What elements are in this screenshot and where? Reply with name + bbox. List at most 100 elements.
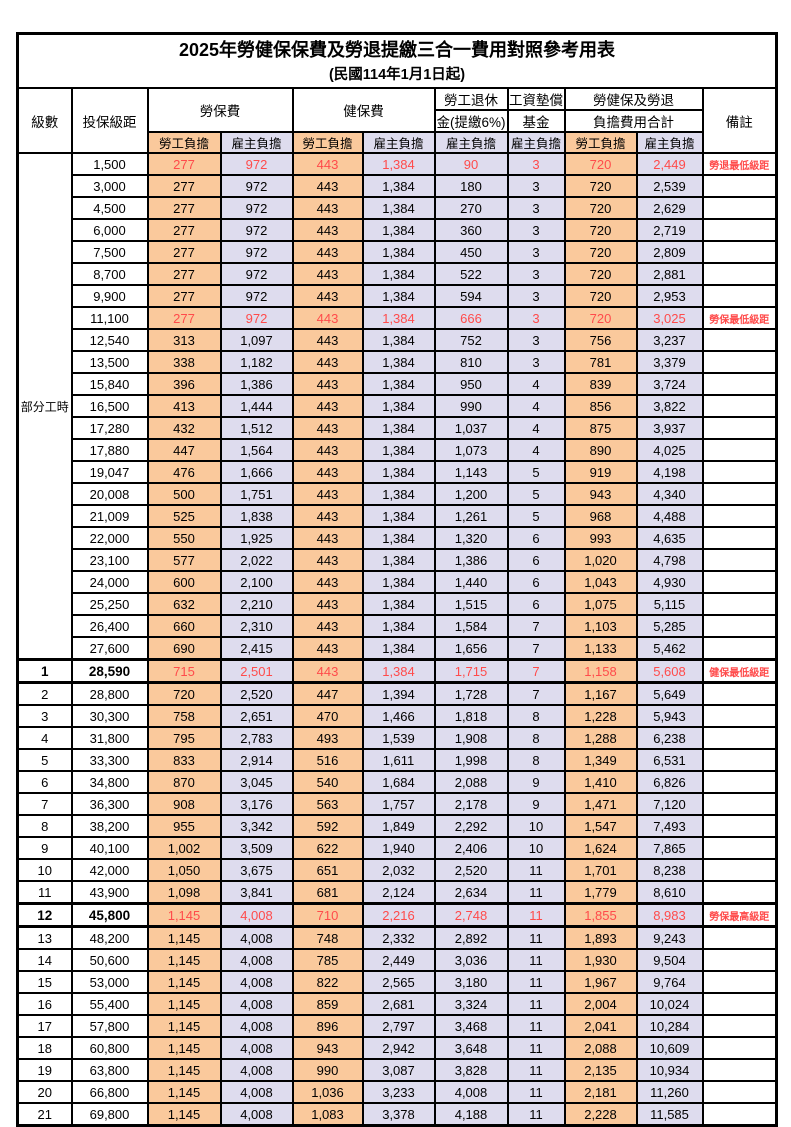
cell-labor-employer: 4,008 <box>219 1080 294 1104</box>
cell-total-employer: 4,198 <box>635 460 704 484</box>
cell-level: 7 <box>16 792 73 816</box>
cell-health-employee: 443 <box>291 526 364 550</box>
cell-health-employer: 1,757 <box>361 792 436 816</box>
cell-wagefund-employer: 4 <box>506 438 566 462</box>
cell-health-employer: 2,797 <box>361 1014 436 1038</box>
cell-labor-employer: 3,342 <box>219 814 294 838</box>
cell-pension-employer: 1,320 <box>433 526 509 550</box>
cell-note <box>701 174 778 198</box>
cell-total-employee: 1,893 <box>563 925 638 950</box>
cell-level: 6 <box>16 770 73 794</box>
cell-labor-employee: 476 <box>146 460 222 484</box>
cell-total-employer: 5,462 <box>635 636 704 661</box>
cell-health-employer: 3,378 <box>361 1102 436 1127</box>
cell-total-employee: 720 <box>563 174 638 198</box>
cell-labor-employer: 1,444 <box>219 394 294 418</box>
cell-health-employee: 592 <box>291 814 364 838</box>
cell-health-employee: 443 <box>291 284 364 308</box>
table-row: 14 50,600 1,145 4,008 785 2,449 3,036 11 1,930 9,… <box>16 948 778 972</box>
cell-labor-employee: 600 <box>146 570 222 594</box>
table-row: 22,000 550 1,925 443 1,384 1,320 6 993 4,635 <box>18 526 778 550</box>
cell-bracket: 69,800 <box>70 1102 149 1127</box>
cell-note <box>701 636 778 661</box>
table-row: 7,500 277 972 443 1,384 450 3 720 2,809 <box>18 240 778 264</box>
cell-total-employer: 3,379 <box>635 350 704 374</box>
cell-labor-employee: 715 <box>146 658 222 684</box>
cell-note <box>701 1014 778 1038</box>
cell-pension-employer: 990 <box>433 394 509 418</box>
cell-total-employer: 6,238 <box>635 726 704 750</box>
cell-wagefund-employer: 3 <box>506 284 566 308</box>
cell-total-employee: 1,075 <box>563 592 638 616</box>
cell-total-employer: 3,937 <box>635 416 704 440</box>
table-row: 2 28,800 720 2,520 447 1,394 1,728 7 1,167 5,649 <box>16 681 778 706</box>
cell-health-employer: 1,384 <box>361 284 436 308</box>
table-row: 4,500 277 972 443 1,384 270 3 720 2,629 <box>18 196 778 220</box>
cell-labor-employer: 4,008 <box>219 902 294 928</box>
cell-bracket: 66,800 <box>70 1080 149 1104</box>
cell-total-employee: 968 <box>563 504 638 528</box>
cell-health-employer: 1,384 <box>361 262 436 286</box>
cell-health-employee: 443 <box>291 416 364 440</box>
cell-health-employee: 443 <box>291 548 364 572</box>
cell-labor-employer: 1,386 <box>219 372 294 396</box>
cell-health-employee: 443 <box>291 174 364 198</box>
cell-labor-employee: 313 <box>146 328 222 352</box>
cell-labor-employer: 3,176 <box>219 792 294 816</box>
cell-bracket: 33,300 <box>70 748 149 772</box>
cell-total-employee: 1,043 <box>563 570 638 594</box>
cell-health-employer: 1,384 <box>361 196 436 220</box>
cell-bracket: 15,840 <box>70 372 149 396</box>
cell-health-employee: 443 <box>291 482 364 506</box>
cell-bracket: 63,800 <box>70 1058 149 1082</box>
cell-note <box>701 880 778 905</box>
cell-labor-employee: 338 <box>146 350 222 374</box>
cell-health-employee: 443 <box>291 262 364 286</box>
subheader-total-employer: 雇主負擔 <box>635 131 704 154</box>
col-header-labor-fee: 勞保費 <box>146 87 294 133</box>
table-row: 12 45,800 1,145 4,008 710 2,216 2,748 11 1,855 8,… <box>16 902 778 928</box>
cell-pension-employer: 1,037 <box>433 416 509 440</box>
cell-note <box>701 792 778 816</box>
cell-health-employee: 859 <box>291 992 364 1016</box>
cell-labor-employer: 4,008 <box>219 1036 294 1060</box>
cell-note <box>701 482 778 506</box>
cell-labor-employer: 972 <box>219 218 294 242</box>
col-header-wagefund-line2: 基金 <box>506 109 566 133</box>
cell-labor-employee: 277 <box>146 218 222 242</box>
cell-pension-employer: 1,200 <box>433 482 509 506</box>
cell-wagefund-employer: 7 <box>506 681 566 706</box>
cell-note: 勞退最低級距 <box>701 152 778 176</box>
cell-labor-employer: 2,501 <box>219 658 294 684</box>
cell-bracket: 27,600 <box>70 636 149 661</box>
cell-total-employer: 10,284 <box>635 1014 704 1038</box>
cell-bracket: 28,590 <box>70 658 149 684</box>
table-row: 8,700 277 972 443 1,384 522 3 720 2,881 <box>18 262 778 286</box>
cell-bracket: 26,400 <box>70 614 149 638</box>
table-row: 部分工時 1,500 277 972 443 1,384 90 3 720 2,449 勞退最低級距 <box>16 152 778 661</box>
cell-pension-employer: 3,180 <box>433 970 509 994</box>
table-row: 3 30,300 758 2,651 470 1,466 1,818 8 1,228 5,943 <box>16 704 778 728</box>
table-row: 17,280 432 1,512 443 1,384 1,037 4 875 3,937 <box>18 416 778 440</box>
cell-level: 5 <box>16 748 73 772</box>
cell-level: 9 <box>16 836 73 860</box>
col-header-pension-line2: 金(提繳6%) <box>433 109 509 133</box>
table-row: 6 34,800 870 3,045 540 1,684 2,088 9 1,410 6,826 <box>16 770 778 794</box>
cell-health-employee: 516 <box>291 748 364 772</box>
cell-total-employee: 781 <box>563 350 638 374</box>
cell-health-employee: 470 <box>291 704 364 728</box>
cell-health-employee: 443 <box>291 196 364 220</box>
cell-health-employee: 443 <box>291 614 364 638</box>
cell-labor-employee: 277 <box>146 196 222 220</box>
cell-wagefund-employer: 8 <box>506 748 566 772</box>
cell-labor-employer: 4,008 <box>219 992 294 1016</box>
cell-labor-employee: 870 <box>146 770 222 794</box>
table-row: 18 60,800 1,145 4,008 943 2,942 3,648 11 2,088 10… <box>16 1036 778 1060</box>
cell-wagefund-employer: 10 <box>506 814 566 838</box>
cell-note <box>701 681 778 706</box>
cell-wagefund-employer: 9 <box>506 770 566 794</box>
cell-pension-employer: 3,036 <box>433 948 509 972</box>
cell-labor-employer: 2,210 <box>219 592 294 616</box>
cell-health-employee: 443 <box>291 152 364 176</box>
cell-labor-employer: 3,045 <box>219 770 294 794</box>
